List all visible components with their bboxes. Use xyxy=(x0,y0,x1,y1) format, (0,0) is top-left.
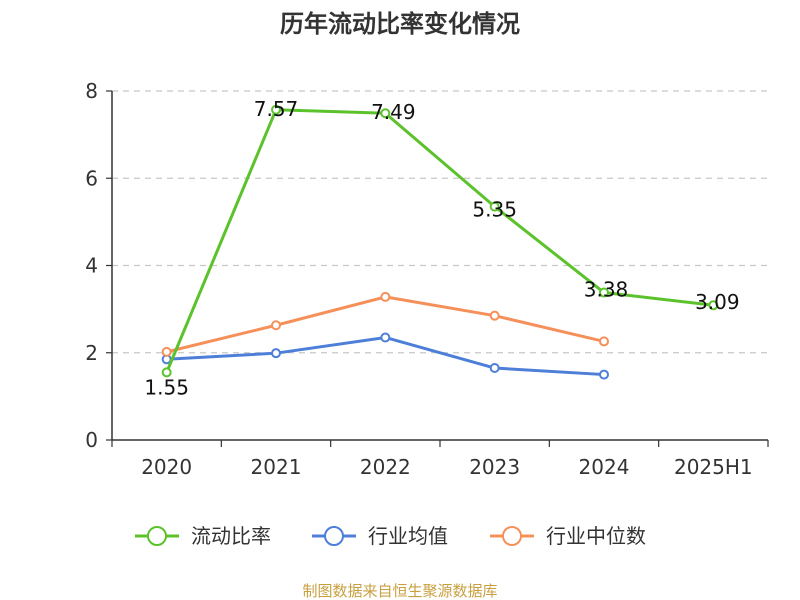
series-line-1 xyxy=(166,335,605,377)
data-point[interactable] xyxy=(489,201,500,212)
x-tick-label: 2021 xyxy=(251,455,302,479)
y-tick-label: 8 xyxy=(85,79,98,103)
data-point[interactable] xyxy=(599,369,609,380)
data-labels: 1.55 7.57 7.49 5.35 3.38 3.09 xyxy=(144,97,739,400)
data-point[interactable] xyxy=(271,320,281,331)
data-point[interactable] xyxy=(380,291,391,302)
legend-item-1[interactable]: 行业均值 xyxy=(312,524,448,548)
data-point[interactable] xyxy=(271,348,281,359)
legend-item-2[interactable]: 行业中位数 xyxy=(490,524,646,548)
x-tick-label: 2025H1 xyxy=(674,455,753,479)
data-point[interactable] xyxy=(599,336,609,347)
data-point[interactable] xyxy=(489,310,500,321)
data-point[interactable] xyxy=(380,108,391,119)
x-tick-label: 2024 xyxy=(579,455,630,479)
data-point[interactable] xyxy=(489,363,500,374)
x-tick-label: 2020 xyxy=(141,455,192,479)
data-point[interactable] xyxy=(599,287,609,298)
data-point[interactable] xyxy=(708,300,719,311)
data-label: 7.57 xyxy=(254,97,299,121)
x-tick-label: 2023 xyxy=(469,455,520,479)
legend-item-0[interactable]: 流动比率 xyxy=(135,524,271,548)
grid-lines xyxy=(112,90,768,354)
data-label: 3.38 xyxy=(584,278,629,302)
data-point[interactable] xyxy=(161,367,172,378)
y-tick-label: 2 xyxy=(85,341,98,365)
legend-marker xyxy=(324,526,344,546)
legend-marker xyxy=(147,526,167,546)
axes: 0 2 4 6 8 2020 2021 2022 2023 2024 2025H1 xyxy=(85,79,769,479)
data-point[interactable] xyxy=(161,346,172,357)
series xyxy=(161,104,719,380)
y-tick-label: 4 xyxy=(85,254,98,278)
source-note: 制图数据来自恒生聚源数据库 xyxy=(302,582,497,600)
y-tick-label: 0 xyxy=(85,428,98,452)
legend-marker xyxy=(502,526,522,546)
chart-title: 历年流动比率变化情况 xyxy=(280,10,520,38)
x-tick-label: 2022 xyxy=(360,455,411,479)
legend[interactable]: 流动比率 行业均值 行业中位数 xyxy=(135,524,646,548)
data-label: 3.09 xyxy=(695,290,740,314)
data-point[interactable] xyxy=(380,332,391,343)
series-line-0 xyxy=(165,108,714,373)
legend-label: 流动比率 xyxy=(191,524,271,548)
series-line-2 xyxy=(166,295,605,354)
legend-label: 行业中位数 xyxy=(546,524,646,548)
data-point[interactable] xyxy=(271,104,281,115)
legend-label: 行业均值 xyxy=(368,524,448,548)
data-label: 5.35 xyxy=(472,198,517,222)
data-label: 1.55 xyxy=(144,375,189,399)
data-label: 7.49 xyxy=(371,100,416,124)
y-tick-label: 6 xyxy=(85,166,98,190)
